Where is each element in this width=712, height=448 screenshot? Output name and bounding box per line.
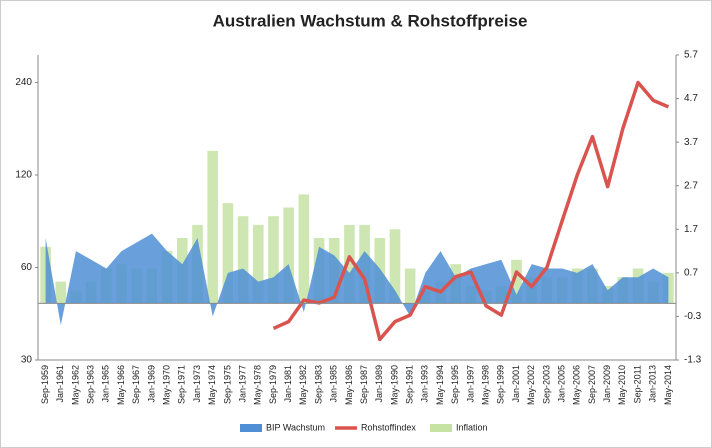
legend-label: Rohstoffindex: [361, 422, 416, 432]
inflation-bar: [252, 224, 264, 304]
x-tick-label: Sep-1963: [86, 365, 96, 404]
x-tick-label: May-1962: [70, 365, 80, 405]
x-tick-label: Jan-1989: [374, 365, 384, 403]
inflation-bar: [268, 216, 279, 304]
y-tick-label: 60: [21, 262, 33, 273]
x-tick-label: May-1978: [253, 365, 263, 405]
x-tick-label: May-1974: [207, 365, 217, 405]
inflation-bar: [404, 268, 416, 304]
x-tick-label: Sep-1979: [268, 365, 278, 404]
x-tick-label: May-1982: [298, 365, 308, 405]
y2-tick-label: 3.7: [684, 137, 698, 148]
x-tick-label: Sep-1999: [496, 365, 506, 404]
y-tick-label: 30: [21, 355, 33, 366]
y2-tick-label: 4.7: [684, 93, 698, 104]
chart-title: Australien Wachstum & Rohstoffpreise: [213, 11, 528, 30]
x-tick-label: May-2014: [663, 365, 673, 405]
legend-label: BIP Wachstum: [266, 422, 325, 432]
x-tick-label: Jan-1965: [101, 365, 111, 403]
x-tick-label: May-1970: [161, 365, 171, 405]
y-tick-label: 240: [15, 77, 32, 88]
x-tick-label: Sep-1991: [405, 365, 415, 404]
x-tick-label: May-1966: [116, 365, 126, 405]
x-tick-label: Jan-1961: [55, 365, 65, 403]
legend-label: Inflation: [456, 422, 488, 432]
commodity-line: [272, 80, 670, 342]
inflation-bar: [298, 194, 310, 304]
x-tick-label: Sep-2003: [541, 365, 551, 404]
x-tick-label: Sep-1959: [40, 365, 50, 404]
y-tick-label: 120: [15, 170, 32, 181]
y2-tick-label: -1.3: [684, 355, 702, 366]
legend-swatch: [240, 424, 262, 432]
x-tick-label: Jan-1969: [146, 365, 156, 403]
inflation-bar: [55, 281, 67, 304]
y2-tick-label: 0.7: [684, 267, 698, 278]
x-tick-label: Sep-1995: [450, 365, 460, 404]
x-tick-label: Sep-1983: [313, 365, 323, 404]
inflation-bar: [222, 203, 234, 304]
x-tick-label: May-1990: [389, 365, 399, 405]
x-tick-label: Jan-2013: [648, 365, 658, 403]
x-tick-label: Jan-1993: [420, 365, 430, 403]
inflation-bar: [389, 229, 401, 304]
x-tick-label: Sep-2011: [632, 365, 642, 403]
x-tick-label: May-2002: [526, 365, 536, 405]
y2-tick-label: -0.3: [684, 311, 702, 322]
x-tick-label: May-1998: [480, 365, 490, 405]
x-tick-label: Jan-1977: [237, 365, 247, 403]
x-tick-label: Sep-2007: [587, 365, 597, 404]
inflation-bar: [237, 216, 249, 304]
y2-tick-label: 1.7: [684, 224, 698, 235]
inflation-bar: [344, 224, 355, 304]
x-tick-label: Jan-2001: [511, 365, 521, 403]
y2-tick-label: 5.7: [684, 50, 698, 61]
x-tick-label: May-2006: [572, 365, 582, 405]
x-tick-label: Sep-1975: [222, 365, 232, 404]
x-tick-label: Jan-1985: [329, 365, 339, 403]
y2-tick-label: 2.7: [684, 180, 698, 191]
x-tick-label: Jan-2009: [602, 365, 612, 403]
legend-swatch: [430, 424, 452, 432]
x-tick-label: Sep-1971: [177, 365, 187, 404]
gdp-area: [45, 233, 669, 326]
x-tick-label: Jan-1997: [465, 365, 475, 403]
x-tick-label: May-2010: [617, 365, 627, 405]
x-tick-label: Sep-1967: [131, 365, 141, 404]
x-tick-label: May-1986: [344, 365, 354, 405]
inflation-bar: [511, 259, 522, 304]
x-tick-label: Jan-1973: [192, 365, 202, 403]
x-tick-label: Jan-1981: [283, 365, 293, 403]
inflation-bar: [283, 207, 294, 304]
x-tick-label: May-1994: [435, 365, 445, 405]
x-tick-label: Sep-1987: [359, 365, 369, 404]
x-tick-label: Jan-2005: [556, 365, 566, 403]
inflation-bar: [207, 150, 219, 304]
